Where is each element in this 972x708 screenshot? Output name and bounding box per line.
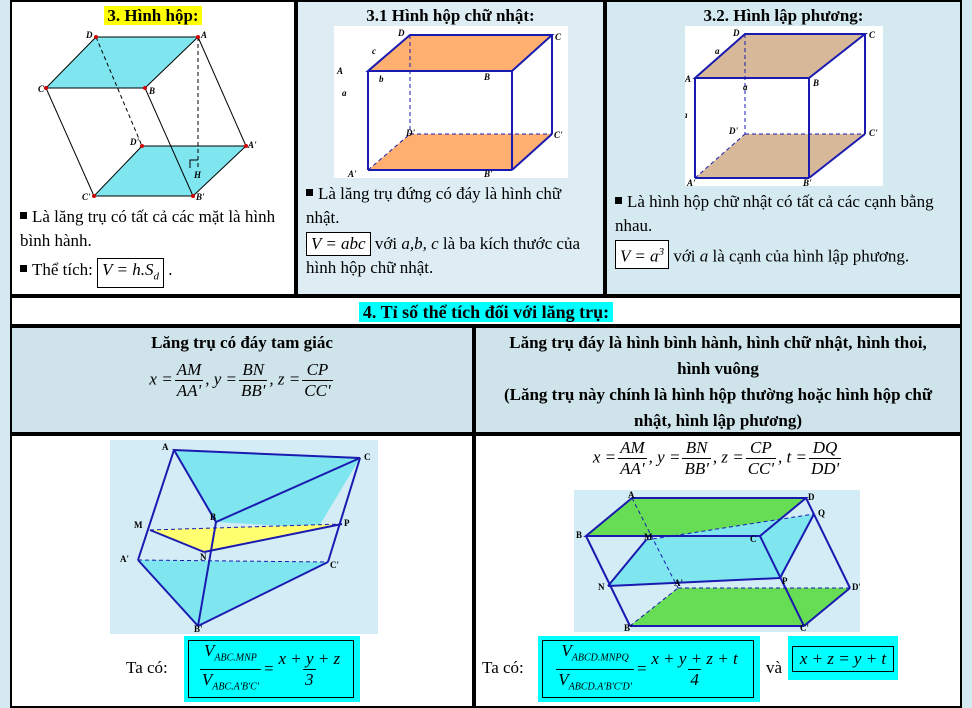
label-b: B [210,512,216,522]
label-c: C [869,30,876,40]
label-m: M [134,520,143,530]
right-heading-note: (Lăng trụ này chính là hình hộp thường h… [503,385,933,430]
label-n: N [200,552,207,562]
section-hinh-hop: 3. Hình hộp: D A C B D' A' [10,0,296,296]
right-heading: Lăng trụ đáy là hình bình hành, hình chữ… [509,333,927,378]
label-edge-a1: a [715,46,720,56]
label-cp: C' [82,192,91,200]
label-h: H [193,170,202,180]
hinh-hop-volume: Thể tích: V = h.Sd . [20,258,290,289]
label-d: D [808,492,815,502]
triangular-prism-figure: A C B M N P A' C' B' [110,440,378,634]
label-d: D [85,30,93,40]
label-cp: C' [869,128,878,138]
hhcn-formula: V = abc [306,232,371,256]
hlp-formula: V = a3 [615,240,670,269]
parallelepiped-figure: D A C B D' A' C' B' H [38,30,257,200]
hlp-definition: Là hình hộp chữ nhật có tất cả các cạnh … [615,192,934,235]
label-dp: D' [405,128,415,138]
hlp-title: 3.2. Hình lập phương: [703,6,864,25]
left-ta-co: Ta có: [126,658,168,677]
label-c: C [364,452,371,462]
label-d: D [397,28,405,38]
parallelepiped-prism-header: Lăng trụ đáy là hình bình hành, hình chữ… [474,326,962,434]
label-bp: B' [802,178,812,186]
label-edge-a3: a [685,110,688,120]
right-ratios: x = AM AA', y = BN BB', z = CP CC', t = DQ DD' [592,438,842,478]
label-ap: A' [120,554,129,564]
label-c: C [555,32,562,42]
left-ratios: x = AM AA', y = BN BB', z = CP CC' [149,360,333,400]
va-label: và [766,658,783,677]
label-bp: B' [483,169,493,178]
label-ap: A' [674,578,683,588]
label-a: A [336,66,343,76]
quad-prism-figure-cell: x = AM AA', y = BN BB', z = CP CC', t = DQ DD' [474,434,962,708]
label-c: C [38,84,45,94]
label-b: B [812,78,819,88]
label-a: A [200,30,207,40]
right-extra-relation: x + z = y + t [788,636,898,680]
label-b: B [483,72,490,82]
hinh-hop-definition: Là lăng trụ có tất cả các mặt là hình bì… [20,207,276,250]
label-m: M [644,532,653,542]
cube-figure: D C A B D' C' A' B' a a a [685,26,883,186]
hlp-volume: V = a3 với a là cạnh của hình lập phương… [615,240,955,269]
label-cp: C' [800,623,809,632]
label-c: C [750,534,757,544]
label-side-c: c [372,46,376,56]
section-hinh-lap-phuong: 3.2. Hình lập phương: D C A B D' C' A' B… [605,0,962,296]
rectangular-box-figure: D C A B D' C' A' B' a b c [334,26,568,178]
label-a: A [685,74,691,84]
right-ta-co: Ta có: [482,658,524,677]
label-a: A [628,490,635,500]
section-4-title: 4. Tỉ số thể tích đối với lăng trụ: [12,302,960,323]
section-hinh-hop-chu-nhat: 3.1 Hình hộp chữ nhật: D C A B D' C' A' … [296,0,605,296]
hhcn-volume: V = abc với a,b, c là ba kích thước của … [306,232,581,277]
label-dp: D' [852,582,860,592]
label-edge-a2: a [743,82,748,92]
label-d: D [732,28,740,38]
label-bp: B' [194,624,203,634]
hhcn-title: 3.1 Hình hộp chữ nhật: [366,6,535,25]
label-side-a: a [342,88,347,98]
label-a: A [162,442,169,452]
hinh-hop-title: 3. Hình hộp: [12,6,294,26]
hhcn-definition: Là lăng trụ đứng có đáy là hình chữ nhật… [306,184,562,227]
label-n: N [598,582,605,592]
section-4-header: 4. Tỉ số thể tích đối với lăng trụ: [10,296,962,326]
label-ap: A' [686,178,696,186]
label-p: P [344,518,350,528]
label-dp: D' [728,126,738,136]
left-heading: Lăng trụ có đáy tam giác [151,333,333,352]
triangular-prism-figure-cell: A C B M N P A' C' B' Ta có: VABC.MNP VABC… [10,434,474,708]
label-p: P [782,576,788,586]
label-dp: D' [129,137,139,147]
label-b: B [148,86,155,96]
label-cp: C' [554,130,563,140]
label-cp: C' [330,560,339,570]
label-bp: B' [624,623,633,632]
label-ap: A' [247,140,257,150]
label-ap: A' [347,169,357,178]
label-side-b: b [379,74,384,84]
label-bp: B' [195,192,205,200]
triangular-prism-header: Lăng trụ có đáy tam giác x = AM AA', y = BN… [10,326,474,434]
quad-prism-figure: A D B C M Q N P A' D' B' C' [574,490,860,632]
hinh-hop-formula: V = h.Sd [97,258,164,289]
label-q: Q [818,508,825,518]
label-b: B [576,530,582,540]
